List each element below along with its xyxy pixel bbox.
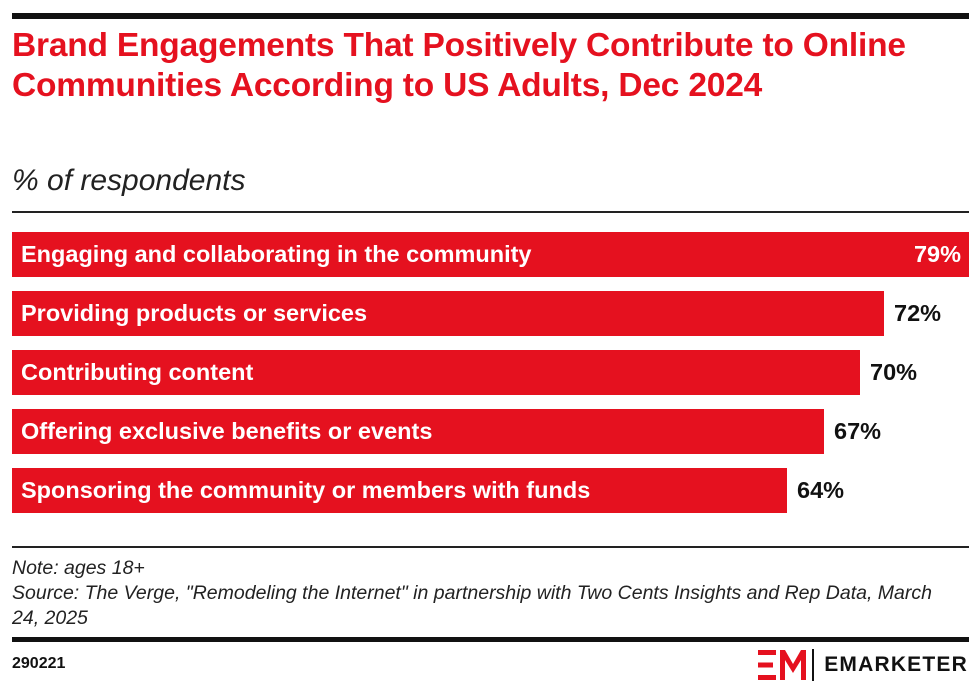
bar-row: Offering exclusive benefits or events 67%: [12, 409, 969, 454]
emarketer-logo: EMARKETER: [758, 648, 968, 682]
bar-category-label: Contributing content: [21, 359, 254, 385]
chart-title: Brand Engagements That Positively Contri…: [12, 27, 906, 104]
bar: [12, 232, 969, 277]
chart-subtitle: % of respondents: [12, 164, 246, 197]
bar-value-label: 70%: [870, 359, 918, 385]
bar: [12, 350, 860, 395]
bar: [12, 468, 787, 513]
bar-row: Engaging and collaborating in the commun…: [12, 232, 969, 277]
brand-name: EMARKETER: [824, 653, 968, 676]
notes-rule: [12, 546, 969, 548]
bar-category-label: Providing products or services: [21, 300, 368, 326]
bar-row: Sponsoring the community or members with…: [12, 468, 969, 513]
bar-category-label: Sponsoring the community or members with…: [21, 477, 591, 503]
note-text: Note: ages 18+: [12, 557, 145, 579]
logo-separator: [812, 649, 815, 681]
bar-value-label: 72%: [894, 300, 942, 326]
bar-row: Providing products or services 72%: [12, 291, 969, 336]
bar: [12, 291, 884, 336]
top-rule: [12, 13, 969, 19]
bar-value-label: 79%: [913, 241, 961, 267]
bar-category-label: Offering exclusive benefits or events: [21, 418, 433, 444]
em-logo-icon: [758, 650, 807, 680]
footer-rule: [12, 637, 969, 642]
bar-value-label: 64%: [797, 477, 845, 503]
bar-category-label: Engaging and collaborating in the commun…: [21, 241, 532, 267]
bar-row: Contributing content 70%: [12, 350, 969, 395]
source-text: Source: The Verge, "Remodeling the Inter…: [12, 582, 932, 629]
bar-chart: Engaging and collaborating in the commun…: [12, 232, 969, 532]
chart-id: 290221: [12, 655, 66, 672]
subtitle-rule: [12, 211, 969, 213]
notes-block: Note: ages 18+ Source: The Verge, "Remod…: [12, 556, 962, 631]
bar-value-label: 67%: [834, 418, 882, 444]
bar: [12, 409, 824, 454]
